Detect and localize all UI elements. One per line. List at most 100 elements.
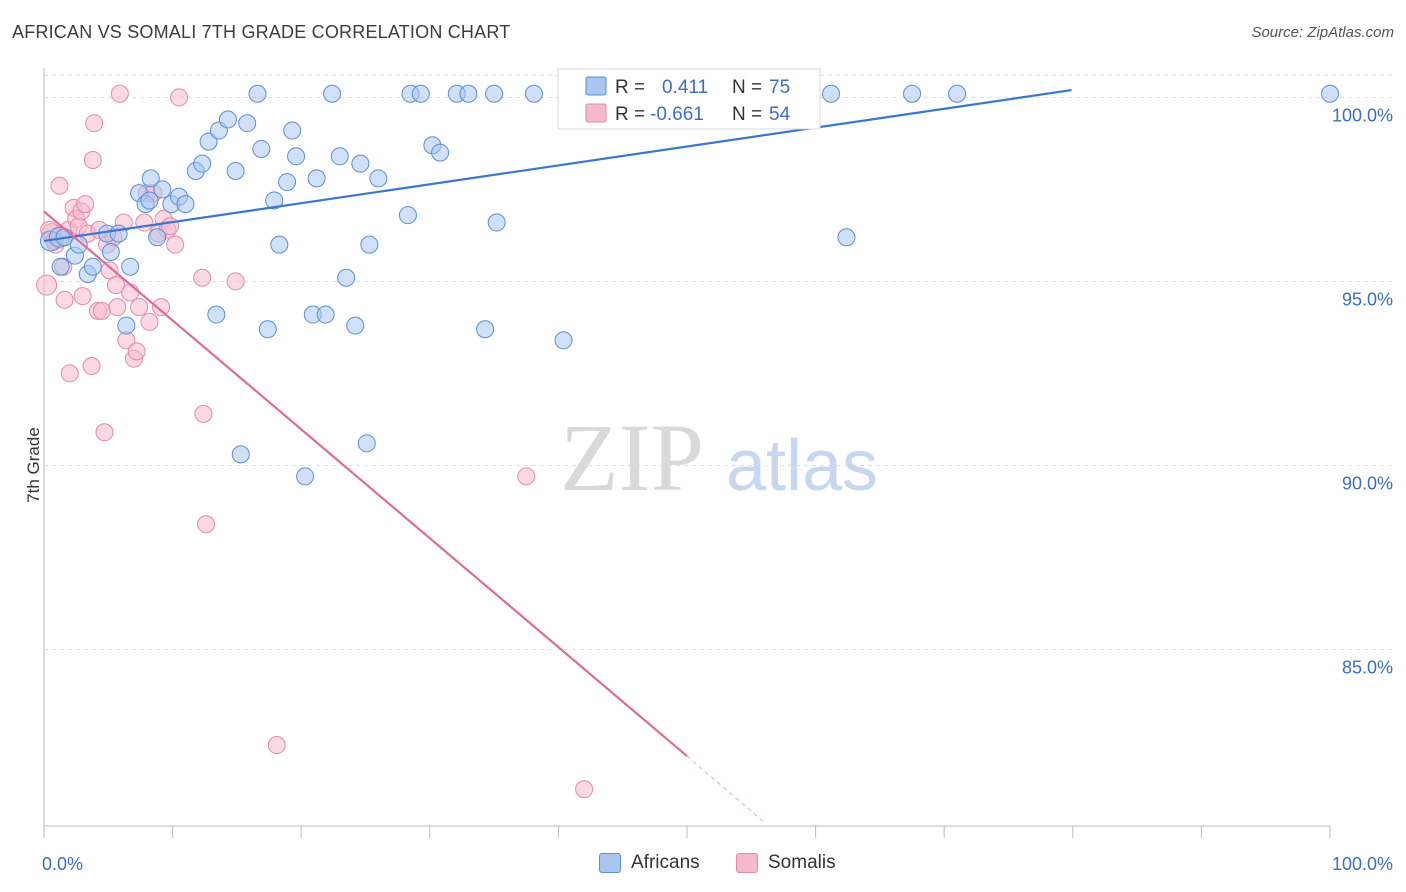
somalis-point — [85, 114, 104, 133]
somalis-point — [73, 287, 92, 306]
legend-n-value: 75 — [769, 77, 790, 98]
africans-point — [265, 191, 284, 210]
africans-point — [193, 154, 212, 173]
africans-point — [283, 121, 302, 140]
africans-point — [948, 84, 967, 103]
somalis-point — [82, 357, 101, 376]
africans-point — [351, 154, 370, 173]
somalis-point — [517, 467, 536, 486]
africans-point — [117, 316, 136, 335]
watermark-zip: ZIP — [560, 404, 704, 511]
legend-item-africans: Africans — [599, 852, 700, 874]
correlation-legend: R = 0.411 N = 75 R = -0.661 N = 54 — [557, 68, 821, 130]
legend-r-value: 0.411 — [662, 77, 708, 98]
y-tick-label: 90.0% — [1342, 473, 1393, 493]
africans-point — [487, 213, 506, 232]
africans-point — [248, 84, 267, 103]
somalis-point — [226, 272, 245, 291]
africans-point — [296, 467, 315, 486]
africans-point — [323, 84, 342, 103]
africans-point — [148, 228, 167, 247]
axes — [43, 68, 1331, 838]
africans-point — [101, 242, 120, 261]
y-tick-label: 100.0% — [1332, 105, 1393, 125]
source-credit: Source: ZipAtlas.com — [1251, 24, 1394, 41]
legend-r-label: R = — [615, 77, 645, 98]
somalis-point — [140, 312, 159, 331]
africans-point — [258, 320, 277, 339]
somalis-point — [50, 176, 69, 195]
legend-r-value: -0.661 — [650, 104, 704, 125]
africans-point — [153, 180, 172, 199]
legend-swatch-blue — [585, 76, 607, 96]
somalis-point — [194, 404, 213, 423]
chart-title: AFRICAN VS SOMALI 7TH GRADE CORRELATION … — [12, 22, 511, 42]
y-tick-labels: 85.0% 90.0% 95.0% 100.0% — [1332, 105, 1393, 677]
somalis-point — [92, 301, 111, 320]
africans-point — [360, 235, 379, 254]
africans-point — [346, 316, 365, 335]
africans-point — [226, 162, 245, 181]
legend-n-value: 54 — [769, 104, 791, 125]
y-tick-label: 85.0% — [1342, 657, 1393, 677]
x-tick-label: 100.0% — [1332, 854, 1393, 874]
africans-point — [252, 139, 271, 158]
africans-point — [459, 84, 478, 103]
africans-point — [287, 147, 306, 166]
somalis-point — [135, 213, 154, 232]
somalis-point — [83, 150, 102, 169]
africans-point — [83, 257, 102, 276]
africans-trend-line — [43, 88, 1072, 243]
africans-point — [51, 257, 70, 276]
somalis-point — [95, 423, 114, 442]
africans-point — [141, 169, 160, 188]
somalis-point — [575, 780, 594, 799]
legend-swatch-pink — [585, 103, 607, 123]
somalis-point — [76, 195, 95, 214]
somalis-point — [60, 364, 79, 383]
somalis-point — [130, 298, 149, 317]
somalis-point — [36, 274, 58, 296]
somalis-point — [197, 515, 216, 534]
africans-point — [199, 132, 218, 151]
somalis-point — [166, 235, 185, 254]
series-legend: Africans Somalis — [0, 852, 1406, 878]
legend-n-label: N = — [732, 104, 762, 125]
africans-point — [231, 445, 250, 464]
africans-point — [485, 84, 504, 103]
africans-point — [398, 206, 417, 225]
africans-point — [330, 147, 349, 166]
africans-point — [357, 434, 376, 453]
africans-point — [278, 173, 297, 192]
watermark: ZIP atlas — [560, 404, 878, 511]
africans-point — [554, 331, 573, 350]
africans-point — [207, 305, 226, 324]
legend-n-label: N = — [732, 77, 762, 98]
legend-label-africans: Africans — [631, 852, 700, 873]
somalis-point — [170, 88, 189, 107]
africans-point — [337, 268, 356, 287]
somalis-trend-extension — [686, 755, 765, 823]
africans-point — [369, 169, 388, 188]
africans-point — [307, 169, 326, 188]
legend-item-somalis: Somalis — [736, 852, 836, 874]
africans-point — [140, 191, 159, 210]
africans-point — [903, 84, 922, 103]
somalis-point — [110, 84, 129, 103]
africans-point — [476, 320, 495, 339]
somalis-point — [127, 342, 146, 361]
africans-point — [837, 228, 856, 247]
africans-point — [316, 305, 335, 324]
africans-point — [822, 84, 841, 103]
somalis-point — [121, 283, 140, 302]
gridlines — [44, 74, 1395, 650]
africans-point — [411, 84, 430, 103]
africans-point — [121, 257, 140, 276]
somalis-point — [267, 736, 286, 755]
africans-point — [176, 195, 195, 214]
somalis-point — [108, 298, 127, 317]
somalis-point — [193, 268, 212, 287]
africans-point — [270, 235, 289, 254]
legend-r-label: R = — [615, 104, 645, 125]
swatch-africans — [599, 853, 621, 873]
